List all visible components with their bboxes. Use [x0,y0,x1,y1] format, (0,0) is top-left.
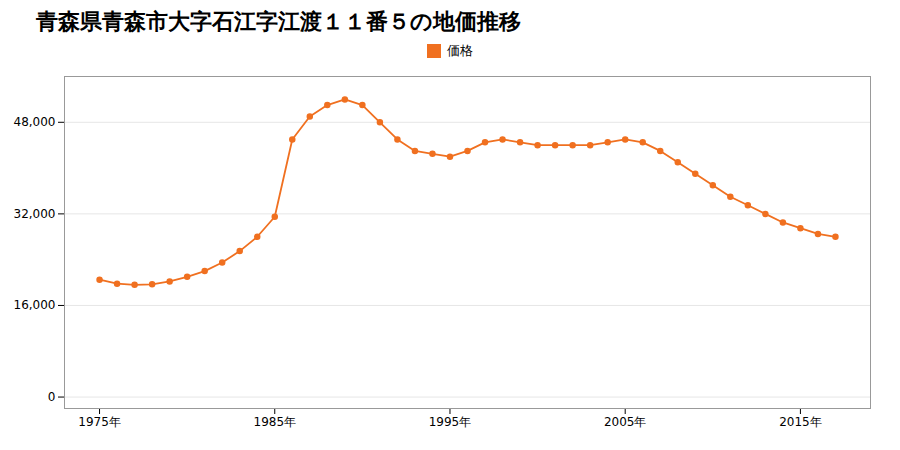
svg-text:2005年: 2005年 [604,415,647,429]
svg-text:48,000: 48,000 [14,115,56,129]
svg-text:1975年: 1975年 [78,415,121,429]
svg-text:1985年: 1985年 [253,415,296,429]
svg-text:0: 0 [48,390,56,404]
svg-text:32,000: 32,000 [14,207,56,221]
html-text:価格: 価格 [447,43,473,58]
html-text:青森県青森市大字石江字江渡１１番５の地価推移: 青森県青森市大字石江字江渡１１番５の地価推移 [36,9,521,34]
svg-text:16,000: 16,000 [14,298,56,312]
svg-text:2015年: 2015年 [779,415,822,429]
svg-text:1995年: 1995年 [429,415,472,429]
